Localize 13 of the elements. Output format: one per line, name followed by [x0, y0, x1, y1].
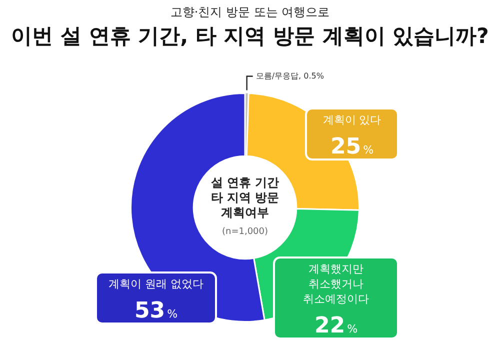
- chart-subtitle: 고향·친지 방문 또는 여행으로: [169, 4, 331, 21]
- slice-label: 계획이 원래 없었다: [108, 277, 204, 290]
- text: 타 지역 방문: [210, 190, 280, 205]
- slice-label: 모름/무응답, 0.5%: [256, 71, 324, 80]
- text: 계획여부: [221, 206, 269, 220]
- slice-label: 계획했지만 취소했거나 취소예정이다: [303, 262, 369, 306]
- text: 설 연휴 기간: [210, 176, 280, 190]
- data-label: 25%: [330, 134, 374, 160]
- chart-title: 이번 설 연휴 기간, 타 지역 방문 계획이 있습니까?: [10, 23, 490, 50]
- data-label: 53%: [134, 298, 178, 324]
- text: (n=1,000): [222, 226, 268, 237]
- data-label: 22%: [314, 314, 358, 338]
- slice-label: 계획이 있다: [322, 113, 382, 126]
